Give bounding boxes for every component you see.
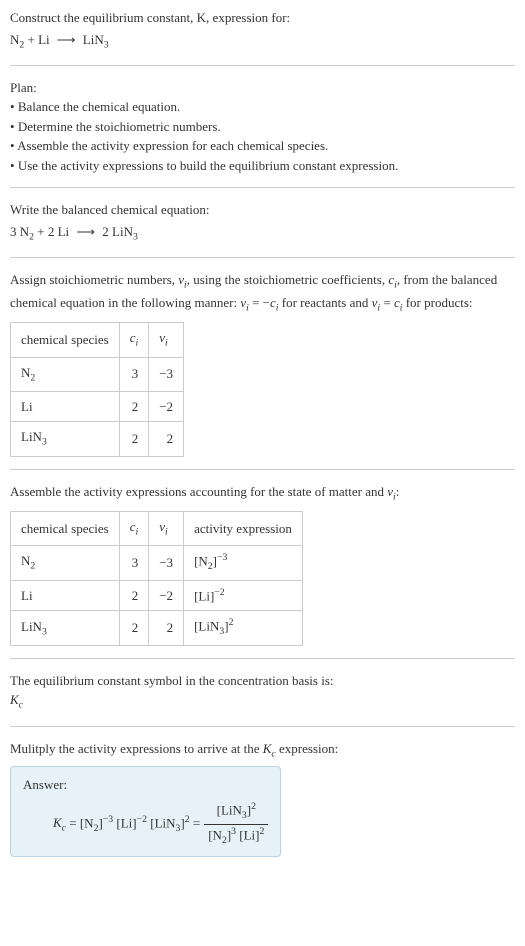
plan-item: Use the activity expressions to build th… <box>10 156 515 176</box>
cell-c: 3 <box>119 357 149 391</box>
cell-nu: −2 <box>149 580 184 611</box>
cell-species: Li <box>11 391 120 422</box>
activity-section: Assemble the activity expressions accoun… <box>10 482 515 659</box>
stoich-intro: Assign stoichiometric numbers, νi, using… <box>10 270 515 316</box>
prompt-line: Construct the equilibrium constant, K, e… <box>10 8 515 28</box>
activity-table: chemical species ci νi activity expressi… <box>10 511 303 646</box>
plan-list: Balance the chemical equation. Determine… <box>10 97 515 175</box>
cell-nu: 2 <box>149 611 184 646</box>
stoich-section: Assign stoichiometric numbers, νi, using… <box>10 270 515 470</box>
header-section: Construct the equilibrium constant, K, e… <box>10 8 515 66</box>
kc-symbol: Kc <box>10 690 515 713</box>
cell-species: Li <box>11 580 120 611</box>
cell-c: 2 <box>119 422 149 456</box>
kc-symbol-section: The equilibrium constant symbol in the c… <box>10 671 515 727</box>
cell-expr: [N2]−3 <box>184 545 303 580</box>
th-ci: ci <box>119 511 149 545</box>
cell-expr: [LiN3]2 <box>184 611 303 646</box>
cell-c: 2 <box>119 580 149 611</box>
multiply-intro: Mulitply the activity expressions to arr… <box>10 739 515 762</box>
fraction-denominator: [N2]3 [Li]2 <box>204 825 268 849</box>
fraction: [LiN3]2 [N2]3 [Li]2 <box>204 800 268 848</box>
table-row: LiN3 2 2 [LiN3]2 <box>11 611 303 646</box>
answer-label: Answer: <box>23 775 268 795</box>
table-row: N2 3 −3 <box>11 357 184 391</box>
plan-title: Plan: <box>10 78 515 98</box>
cell-c: 2 <box>119 611 149 646</box>
balanced-equation: 3 N2 + 2 Li ⟶ 2 LiN3 <box>10 222 515 245</box>
balanced-section: Write the balanced chemical equation: 3 … <box>10 200 515 258</box>
table-row: Li 2 −2 <box>11 391 184 422</box>
th-species: chemical species <box>11 323 120 357</box>
cell-c: 2 <box>119 391 149 422</box>
table-header-row: chemical species ci νi <box>11 323 184 357</box>
balanced-title: Write the balanced chemical equation: <box>10 200 515 220</box>
plan-item: Balance the chemical equation. <box>10 97 515 117</box>
cell-c: 3 <box>119 545 149 580</box>
kc-intro: The equilibrium constant symbol in the c… <box>10 671 515 691</box>
th-nui: νi <box>149 511 184 545</box>
th-species: chemical species <box>11 511 120 545</box>
cell-species: N2 <box>11 357 120 391</box>
prompt-text: Construct the equilibrium constant, K, e… <box>10 10 290 25</box>
answer-expression: Kc = [N2]−3 [Li]−2 [LiN3]2 = [LiN3]2 [N2… <box>23 800 268 848</box>
plan-item: Determine the stoichiometric numbers. <box>10 117 515 137</box>
table-row: N2 3 −3 [N2]−3 <box>11 545 303 580</box>
cell-nu: 2 <box>149 422 184 456</box>
stoich-table: chemical species ci νi N2 3 −3 Li 2 −2 L… <box>10 322 184 456</box>
table-row: Li 2 −2 [Li]−2 <box>11 580 303 611</box>
activity-intro: Assemble the activity expressions accoun… <box>10 482 515 505</box>
cell-species: N2 <box>11 545 120 580</box>
cell-expr: [Li]−2 <box>184 580 303 611</box>
multiply-section: Mulitply the activity expressions to arr… <box>10 739 515 870</box>
plan-item: Assemble the activity expression for eac… <box>10 136 515 156</box>
table-row: LiN3 2 2 <box>11 422 184 456</box>
cell-nu: −3 <box>149 545 184 580</box>
th-nui: νi <box>149 323 184 357</box>
th-ci: ci <box>119 323 149 357</box>
table-header-row: chemical species ci νi activity expressi… <box>11 511 303 545</box>
cell-nu: −2 <box>149 391 184 422</box>
cell-nu: −3 <box>149 357 184 391</box>
answer-box: Answer: Kc = [N2]−3 [Li]−2 [LiN3]2 = [Li… <box>10 766 281 858</box>
cell-species: LiN3 <box>11 422 120 456</box>
th-activity: activity expression <box>184 511 303 545</box>
unbalanced-equation: N2 + Li ⟶ LiN3 <box>10 30 515 53</box>
cell-species: LiN3 <box>11 611 120 646</box>
fraction-numerator: [LiN3]2 <box>204 800 268 825</box>
plan-section: Plan: Balance the chemical equation. Det… <box>10 78 515 189</box>
